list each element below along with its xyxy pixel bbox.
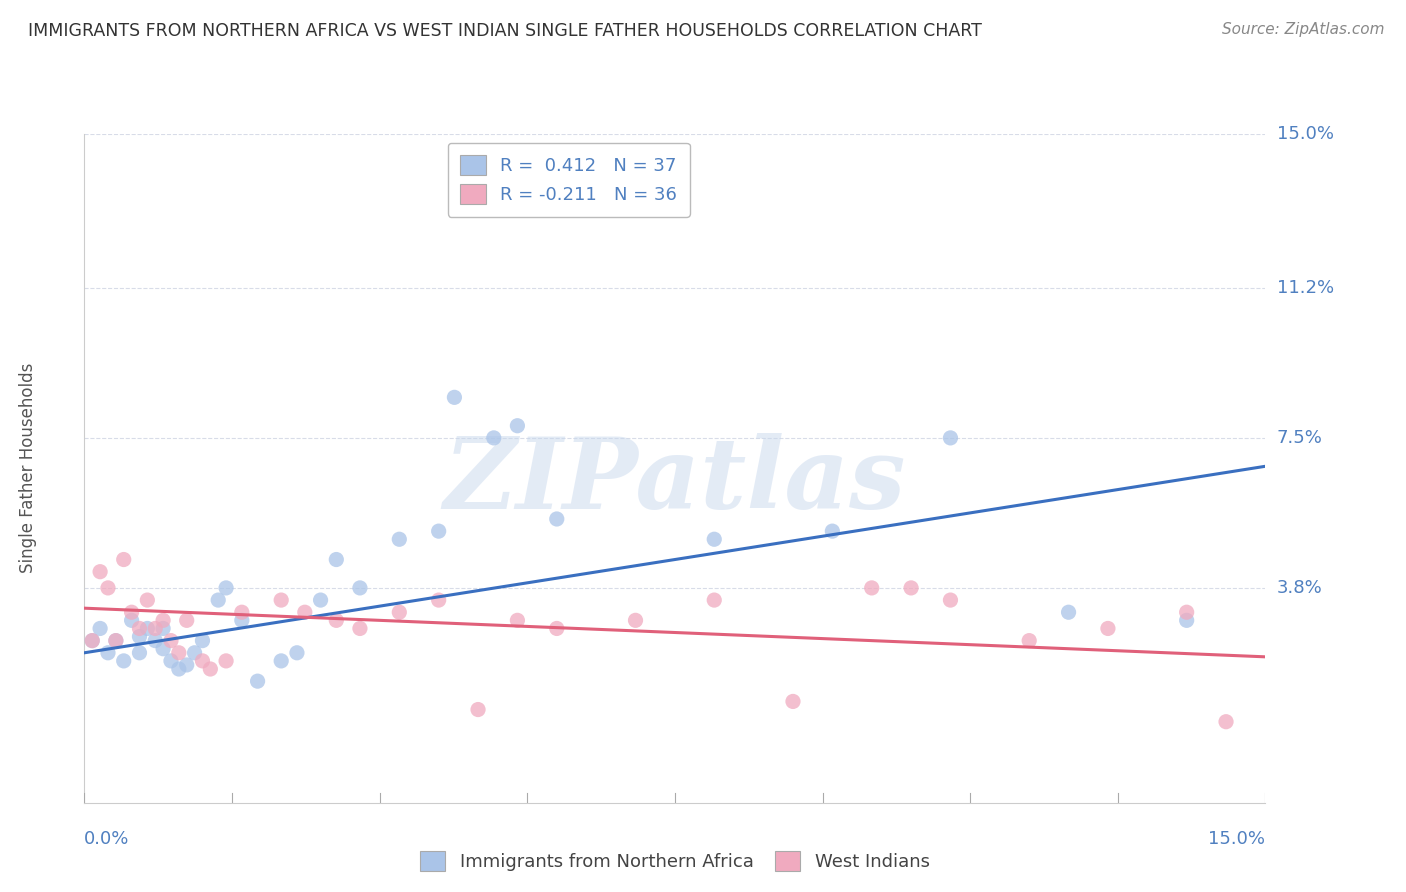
Point [388, 605, 411, 619]
Point [546, 512, 568, 526]
Point [128, 622, 150, 636]
Point [176, 657, 198, 672]
Text: 7.5%: 7.5% [1277, 429, 1323, 447]
Point [703, 533, 725, 547]
Text: Single Father Households: Single Father Households [20, 363, 37, 574]
Text: 0.0%: 0.0% [84, 830, 129, 847]
Point [270, 593, 292, 607]
Point [152, 613, 174, 627]
Point [782, 694, 804, 708]
Text: IMMIGRANTS FROM NORTHERN AFRICA VS WEST INDIAN SINGLE FATHER HOUSEHOLDS CORRELAT: IMMIGRANTS FROM NORTHERN AFRICA VS WEST … [28, 22, 981, 40]
Point [215, 581, 238, 595]
Point [703, 593, 725, 607]
Point [349, 622, 371, 636]
Point [167, 646, 190, 660]
Point [624, 613, 647, 627]
Point [82, 633, 104, 648]
Point [467, 702, 489, 716]
Point [207, 593, 229, 607]
Point [506, 418, 529, 433]
Point [1018, 633, 1040, 648]
Text: 3.8%: 3.8% [1277, 579, 1322, 597]
Point [143, 622, 166, 636]
Point [121, 605, 143, 619]
Legend: R =  0.412   N = 37, R = -0.211   N = 36: R = 0.412 N = 37, R = -0.211 N = 36 [447, 143, 689, 217]
Point [325, 552, 347, 566]
Point [136, 622, 159, 636]
Point [143, 633, 166, 648]
Point [506, 613, 529, 627]
Point [112, 654, 135, 668]
Point [309, 593, 332, 607]
Point [121, 613, 143, 627]
Point [152, 622, 174, 636]
Point [82, 633, 104, 648]
Point [270, 654, 292, 668]
Point [97, 581, 120, 595]
Point [427, 593, 450, 607]
Point [482, 431, 505, 445]
Text: ZIPatlas: ZIPatlas [444, 434, 905, 530]
Point [104, 633, 127, 648]
Point [160, 633, 183, 648]
Point [860, 581, 883, 595]
Point [176, 613, 198, 627]
Text: 15.0%: 15.0% [1277, 125, 1333, 143]
Point [112, 552, 135, 566]
Point [285, 646, 308, 660]
Point [160, 654, 183, 668]
Point [546, 622, 568, 636]
Point [1097, 622, 1119, 636]
Point [152, 641, 174, 656]
Legend: Immigrants from Northern Africa, West Indians: Immigrants from Northern Africa, West In… [413, 844, 936, 879]
Point [97, 646, 120, 660]
Text: Source: ZipAtlas.com: Source: ZipAtlas.com [1222, 22, 1385, 37]
Point [294, 605, 316, 619]
Point [388, 533, 411, 547]
Point [1175, 613, 1198, 627]
Point [349, 581, 371, 595]
Point [325, 613, 347, 627]
Point [191, 633, 214, 648]
Point [136, 593, 159, 607]
Point [231, 613, 253, 627]
Point [443, 390, 465, 404]
Point [128, 630, 150, 644]
Point [200, 662, 222, 676]
Point [427, 524, 450, 538]
Point [89, 622, 111, 636]
Point [215, 654, 238, 668]
Point [1057, 605, 1080, 619]
Point [1175, 605, 1198, 619]
Point [231, 605, 253, 619]
Point [821, 524, 844, 538]
Point [900, 581, 922, 595]
Point [128, 646, 150, 660]
Point [89, 565, 111, 579]
Text: 11.2%: 11.2% [1277, 279, 1334, 297]
Point [246, 674, 269, 689]
Point [939, 431, 962, 445]
Text: 15.0%: 15.0% [1208, 830, 1265, 847]
Point [167, 662, 190, 676]
Point [1215, 714, 1237, 729]
Point [939, 593, 962, 607]
Point [191, 654, 214, 668]
Point [104, 633, 127, 648]
Point [183, 646, 205, 660]
